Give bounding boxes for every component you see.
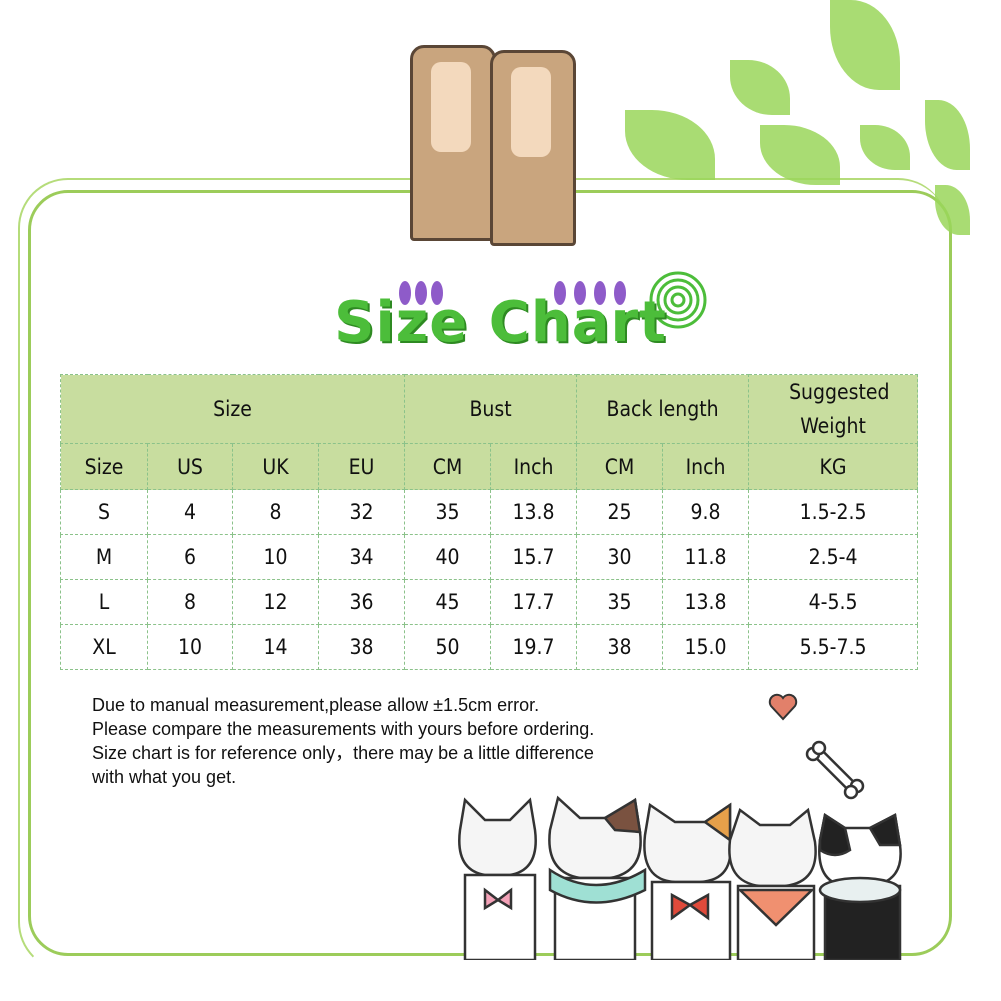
table-cell: 1.5-2.5 <box>748 489 919 535</box>
page-title: Size Chart <box>334 290 667 355</box>
table-cell: 4-5.5 <box>748 579 919 625</box>
table-cell: 30 <box>576 534 664 580</box>
table-cell: 25 <box>576 489 664 535</box>
table-cell: 15.7 <box>490 534 578 580</box>
table-cell: 13.8 <box>662 579 750 625</box>
table-cell: 38 <box>576 624 664 670</box>
table-cell: M <box>60 534 148 580</box>
table-cell: 34 <box>317 534 406 580</box>
sub-header: CM <box>576 443 664 490</box>
table-cell: 15.0 <box>662 624 750 670</box>
table-cell: 32 <box>317 489 406 535</box>
note-line: Due to manual measurement,please allow ±… <box>92 695 540 715</box>
heart-icon <box>768 693 798 721</box>
group-header: Back length <box>576 374 750 444</box>
sub-header: Size <box>60 443 148 490</box>
table-row: L 8 12 36 45 17.7 35 13.8 4-5.5 <box>60 579 919 625</box>
table-cell: 11.8 <box>662 534 750 580</box>
group-header: Suggested Weight <box>748 374 919 444</box>
table-cell: 10 <box>232 534 319 580</box>
note-line: with what you get. <box>92 767 237 787</box>
note-line: Size chart is for reference only，there m… <box>92 743 594 763</box>
table-cell: 4 <box>147 489 233 535</box>
table-cell: 12 <box>232 579 319 625</box>
sub-header: Inch <box>662 443 750 490</box>
sub-header: CM <box>404 443 492 490</box>
cat-icon <box>643 802 732 960</box>
group-header-row: Size Bust Back length Suggested Weight <box>59 374 919 444</box>
size-table: Size Bust Back length Suggested Weight S… <box>59 374 919 670</box>
table-cell: 40 <box>404 534 492 580</box>
notes: Due to manual measurement,please allow ±… <box>92 693 594 789</box>
table-cell: 5.5-7.5 <box>748 624 919 670</box>
cats-illustration <box>458 795 902 960</box>
bone-icon <box>805 740 865 800</box>
clothespin-icon <box>410 45 496 241</box>
table-cell: 19.7 <box>490 624 578 670</box>
cat-icon <box>548 795 647 960</box>
table-cell: S <box>60 489 148 535</box>
table-row: XL 10 14 38 50 19.7 38 15.0 5.5-7.5 <box>60 624 919 670</box>
spiral-icon <box>649 271 707 329</box>
sub-header: US <box>147 443 233 490</box>
table-cell: 35 <box>576 579 664 625</box>
table-cell: 50 <box>404 624 492 670</box>
table-cell: 2.5-4 <box>748 534 919 580</box>
table-cell: 38 <box>317 624 406 670</box>
sub-header: EU <box>317 443 406 490</box>
table-cell: 14 <box>232 624 319 670</box>
sub-header: KG <box>748 443 919 490</box>
table-cell: 9.8 <box>662 489 750 535</box>
table-cell: L <box>60 579 148 625</box>
table-cell: 17.7 <box>490 579 578 625</box>
table-cell: 6 <box>147 534 233 580</box>
note-line: Please compare the measurements with you… <box>92 719 595 739</box>
table-cell: XL <box>60 624 148 670</box>
table-cell: 8 <box>147 579 233 625</box>
sub-header: Inch <box>490 443 578 490</box>
table-cell: 35 <box>404 489 492 535</box>
table-row: M 6 10 34 40 15.7 30 11.8 2.5-4 <box>60 534 919 580</box>
purple-hearts-decoration <box>399 281 626 305</box>
group-header: Bust <box>404 374 578 444</box>
table-row: S 4 8 32 35 13.8 25 9.8 1.5-2.5 <box>60 489 919 535</box>
table-cell: 10 <box>147 624 233 670</box>
clothespin-icon <box>490 50 576 246</box>
table-cell: 13.8 <box>490 489 578 535</box>
group-header: Size <box>59 374 406 444</box>
table-cell: 45 <box>404 579 492 625</box>
cat-icon <box>458 797 537 960</box>
cat-icon <box>728 807 817 960</box>
table-cell: 36 <box>317 579 406 625</box>
cat-icon <box>818 812 902 960</box>
sub-header-row: Size US UK EU CM Inch CM Inch KG <box>60 443 919 490</box>
table-cell: 8 <box>232 489 319 535</box>
sub-header: UK <box>232 443 319 490</box>
